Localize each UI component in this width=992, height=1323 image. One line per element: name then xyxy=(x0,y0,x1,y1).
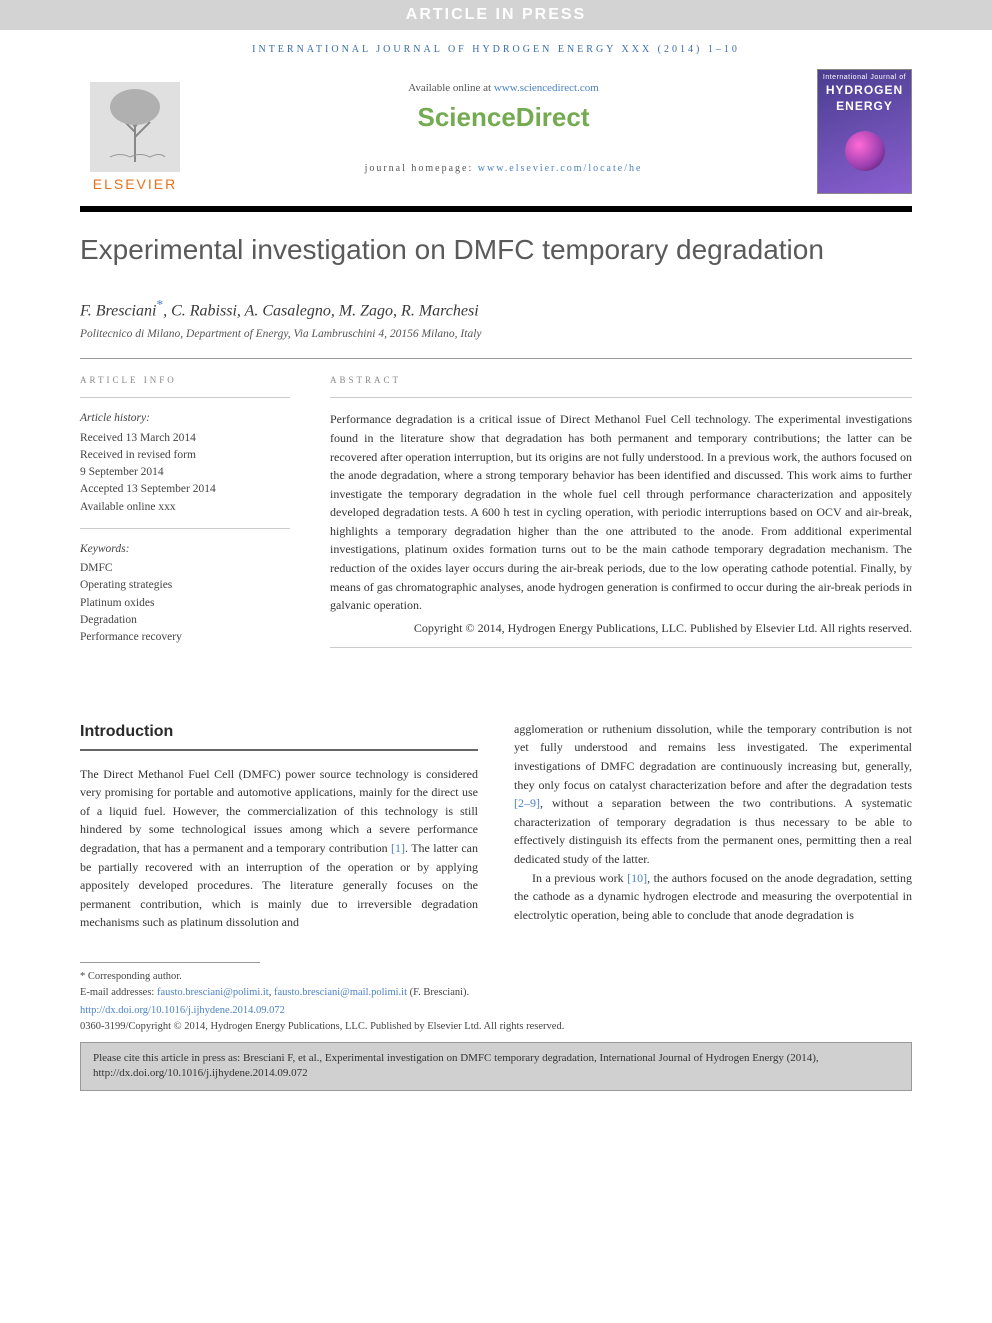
ref-link-2-9[interactable]: [2–9] xyxy=(514,796,540,810)
journal-homepage-line: journal homepage: www.elsevier.com/locat… xyxy=(190,163,817,174)
issn-copyright: 0360-3199/Copyright © 2014, Hydrogen Ene… xyxy=(80,1021,912,1032)
abstract-column: ABSTRACT Performance degradation is a cr… xyxy=(330,375,912,660)
abstract-label: ABSTRACT xyxy=(330,375,912,385)
revised-line2: 9 September 2014 xyxy=(80,464,290,481)
available-prefix: Available online at xyxy=(408,82,494,94)
intro-para2: agglomeration or ruthenium dissolution, … xyxy=(514,720,912,869)
email-link-1[interactable]: fausto.bresciani@polimi.it xyxy=(157,987,269,998)
cover-line1: International Journal of xyxy=(823,74,906,81)
footer: * Corresponding author. E-mail addresses… xyxy=(0,962,992,1032)
authors-line: F. Bresciani*, C. Rabissi, A. Casalegno,… xyxy=(80,297,912,320)
ref-link-10[interactable]: [10] xyxy=(627,871,647,885)
sciencedirect-logo[interactable]: ScienceDirect xyxy=(190,102,817,133)
history-head: Article history: xyxy=(80,410,290,427)
accepted-date: Accepted 13 September 2014 xyxy=(80,481,290,498)
journal-cover-thumbnail[interactable]: International Journal of HYDROGEN ENERGY xyxy=(817,69,912,194)
email-label: E-mail addresses: xyxy=(80,987,157,998)
keyword: Performance recovery xyxy=(80,629,290,646)
keyword: DMFC xyxy=(80,560,290,577)
keyword: Operating strategies xyxy=(80,577,290,594)
keyword: Platinum oxides xyxy=(80,595,290,612)
cover-orb-icon xyxy=(845,131,885,171)
corresponding-author: * Corresponding author. xyxy=(80,969,912,985)
cover-line3: ENERGY xyxy=(836,99,893,113)
journal-home-prefix: journal homepage: xyxy=(365,163,478,174)
affiliation: Politecnico di Milano, Department of Ene… xyxy=(80,328,912,340)
divider-rule xyxy=(80,358,912,359)
received-date: Received 13 March 2014 xyxy=(80,430,290,447)
elsevier-logo[interactable]: ELSEVIER xyxy=(80,72,190,192)
abstract-end-divider xyxy=(330,647,912,648)
header-bar: ELSEVIER Available online at www.science… xyxy=(0,69,992,206)
keyword: Degradation xyxy=(80,612,290,629)
footnote-rule xyxy=(80,962,260,963)
sciencedirect-link[interactable]: www.sciencedirect.com xyxy=(494,82,599,94)
abstract-text: Performance degradation is a critical is… xyxy=(330,410,912,615)
article-title: Experimental investigation on DMFC tempo… xyxy=(80,232,912,267)
article-in-press-banner: ARTICLE IN PRESS xyxy=(0,0,992,30)
available-online: Available online xxx xyxy=(80,499,290,516)
revised-line1: Received in revised form xyxy=(80,447,290,464)
intro-para3: In a previous work [10], the authors foc… xyxy=(514,869,912,925)
journal-reference: INTERNATIONAL JOURNAL OF HYDROGEN ENERGY… xyxy=(0,30,992,69)
article-info-label: ARTICLE INFO xyxy=(80,375,290,385)
ref-link-1[interactable]: [1] xyxy=(391,841,405,855)
introduction-section: Introduction The Direct Methanol Fuel Ce… xyxy=(80,720,912,932)
cite-this-article-box: Please cite this article in press as: Br… xyxy=(80,1042,912,1092)
keywords-head: Keywords: xyxy=(80,541,290,558)
center-header: Available online at www.sciencedirect.co… xyxy=(190,82,817,182)
available-online-line: Available online at www.sciencedirect.co… xyxy=(190,82,817,94)
abstract-divider xyxy=(330,397,912,398)
email-link-2[interactable]: fausto.bresciani@mail.polimi.it xyxy=(274,987,407,998)
email-line: E-mail addresses: fausto.bresciani@polim… xyxy=(80,985,912,1001)
doi-link[interactable]: http://dx.doi.org/10.1016/j.ijhydene.201… xyxy=(80,1005,285,1016)
introduction-heading: Introduction xyxy=(80,720,478,745)
info-divider xyxy=(80,397,290,398)
info-divider xyxy=(80,528,290,529)
elsevier-tree-icon xyxy=(90,82,180,172)
article-info-column: ARTICLE INFO Article history: Received 1… xyxy=(80,375,290,660)
intro-para1: The Direct Methanol Fuel Cell (DMFC) pow… xyxy=(80,765,478,932)
elsevier-label: ELSEVIER xyxy=(93,176,177,192)
cover-line2: HYDROGEN xyxy=(826,83,903,97)
journal-home-link[interactable]: www.elsevier.com/locate/he xyxy=(478,163,643,174)
intro-heading-rule xyxy=(80,749,478,751)
copyright-text: Copyright © 2014, Hydrogen Energy Public… xyxy=(330,619,912,637)
